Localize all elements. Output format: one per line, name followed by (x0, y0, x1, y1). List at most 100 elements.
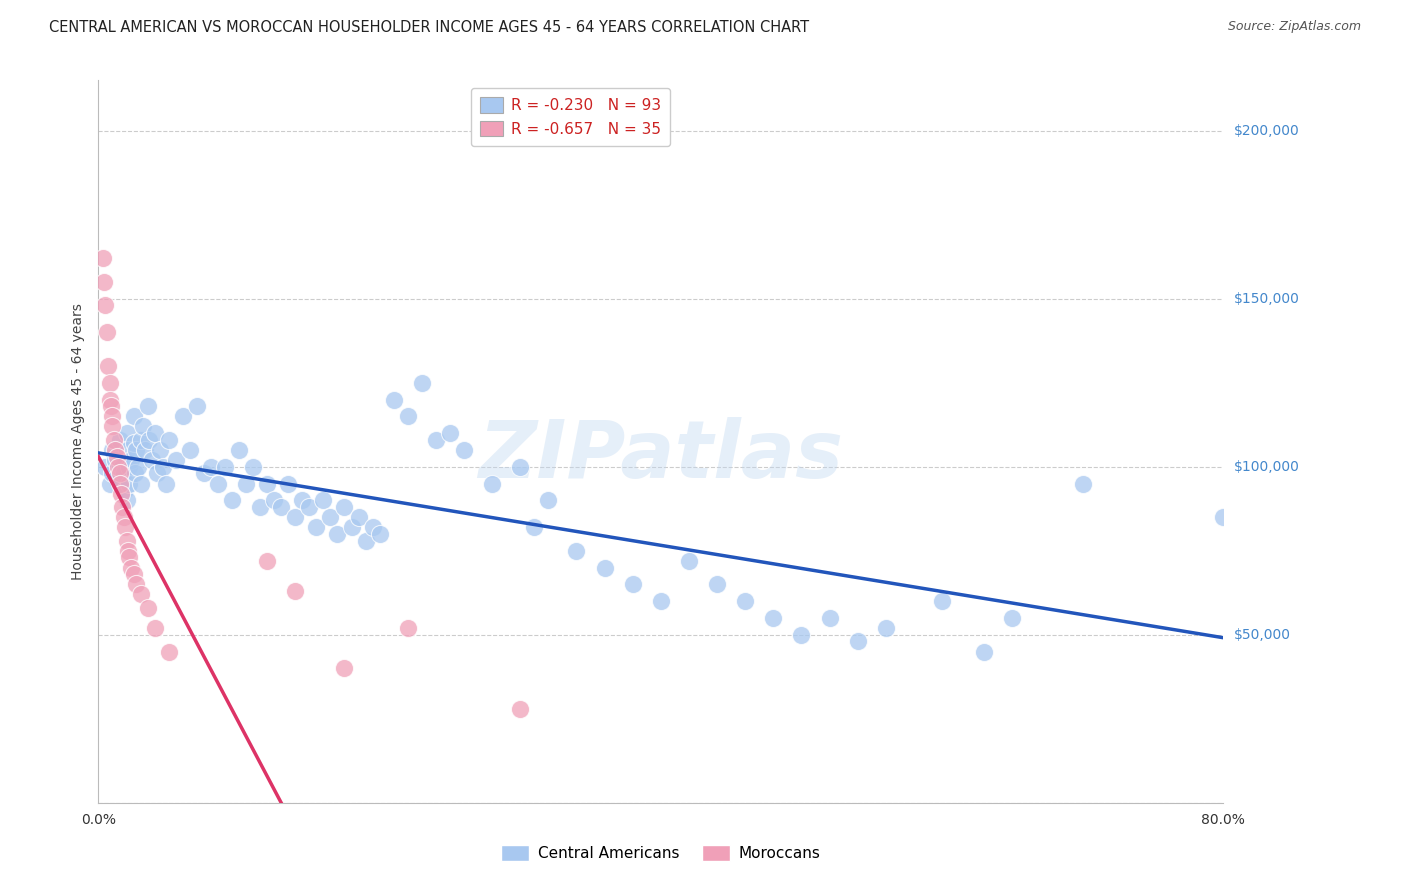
Point (129, 476, 152, 491)
Text: Source: ZipAtlas.com: Source: ZipAtlas.com (1227, 20, 1361, 33)
Point (354, 533, 377, 548)
Legend: Central Americans, Moroccans: Central Americans, Moroccans (495, 838, 827, 867)
Point (98, 376, 121, 390)
Point (118, 459, 141, 474)
Point (193, 467, 215, 481)
Point (678, 554, 700, 568)
Point (312, 493, 335, 508)
Point (110, 486, 132, 500)
Point (481, 476, 503, 491)
Point (818, 611, 841, 625)
Point (100, 399, 122, 413)
Point (157, 433, 180, 447)
Point (846, 634, 869, 648)
Point (157, 644, 180, 658)
Point (105, 450, 128, 464)
Point (326, 527, 349, 541)
Point (396, 621, 419, 635)
Point (149, 442, 172, 457)
Point (165, 453, 187, 467)
Point (228, 442, 250, 457)
Point (277, 476, 299, 491)
Point (115, 426, 138, 441)
Point (122, 409, 145, 424)
Point (103, 433, 125, 447)
Point (129, 433, 152, 447)
Point (509, 702, 531, 716)
Point (1212, 510, 1234, 524)
Point (291, 493, 314, 508)
Point (256, 476, 278, 491)
Point (706, 577, 728, 591)
Point (107, 459, 129, 474)
Point (319, 510, 342, 524)
Point (108, 476, 131, 491)
Point (104, 453, 127, 467)
Point (108, 433, 131, 447)
Point (114, 483, 136, 498)
Point (112, 467, 135, 481)
Point (875, 621, 897, 635)
Point (973, 644, 995, 658)
Point (129, 587, 152, 601)
Point (368, 527, 391, 541)
Text: $50,000: $50,000 (1234, 628, 1291, 641)
Point (186, 399, 208, 413)
Point (1001, 611, 1024, 625)
Point (931, 594, 953, 608)
Point (650, 594, 672, 608)
Point (298, 500, 321, 514)
Point (235, 476, 257, 491)
Point (509, 459, 531, 474)
Point (114, 520, 136, 534)
Point (284, 510, 307, 524)
Point (565, 543, 588, 558)
Point (361, 520, 384, 534)
Point (108, 467, 131, 481)
Point (94, 298, 117, 312)
Point (94, 459, 117, 474)
Point (172, 409, 194, 424)
Point (115, 493, 138, 508)
Point (111, 500, 134, 514)
Point (263, 493, 285, 508)
Point (91, 252, 114, 266)
Point (115, 533, 138, 548)
Point (122, 567, 145, 582)
Point (146, 467, 169, 481)
Text: ZIPatlas: ZIPatlas (478, 417, 844, 495)
Point (125, 577, 148, 591)
Point (120, 453, 142, 467)
Point (621, 577, 644, 591)
Point (93, 275, 115, 289)
Point (136, 399, 159, 413)
Point (101, 442, 124, 457)
Point (101, 409, 124, 424)
Point (439, 426, 461, 441)
Point (112, 510, 135, 524)
Point (249, 500, 271, 514)
Point (101, 419, 124, 434)
Point (305, 520, 328, 534)
Point (105, 470, 128, 484)
Point (453, 442, 475, 457)
Point (396, 409, 419, 424)
Point (138, 433, 160, 447)
Point (411, 376, 433, 390)
Point (270, 500, 292, 514)
Y-axis label: Householder Income Ages 45 - 64 years: Householder Income Ages 45 - 64 years (70, 303, 84, 580)
Point (200, 459, 222, 474)
Point (141, 453, 163, 467)
Point (790, 628, 813, 642)
Point (110, 476, 132, 491)
Point (117, 543, 139, 558)
Text: $200,000: $200,000 (1234, 124, 1301, 137)
Point (382, 392, 405, 407)
Point (120, 560, 142, 574)
Point (115, 442, 138, 457)
Point (593, 560, 616, 574)
Point (155, 476, 177, 491)
Point (537, 493, 560, 508)
Point (221, 493, 243, 508)
Point (256, 554, 278, 568)
